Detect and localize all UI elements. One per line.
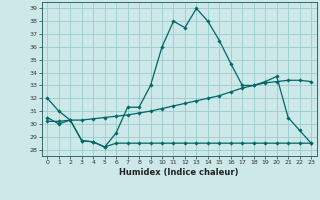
X-axis label: Humidex (Indice chaleur): Humidex (Indice chaleur) bbox=[119, 168, 239, 177]
